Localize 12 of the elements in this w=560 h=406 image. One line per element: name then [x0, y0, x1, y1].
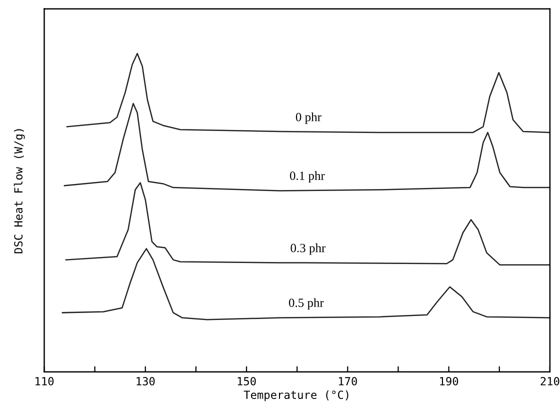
series-label: 0.3 phr [290, 243, 326, 255]
x-tick-label: 170 [338, 377, 357, 386]
x-tick-label: 130 [136, 377, 155, 386]
series-label: 0.1 phr [290, 171, 325, 183]
x-tick-label: 110 [36, 377, 54, 386]
series-label: 0 phr [296, 112, 322, 124]
series-label: 0.5 phr [288, 298, 324, 310]
y-axis-title: DSC Heat Flow (W/g) [14, 129, 25, 254]
x-tick-label: 150 [238, 377, 256, 386]
x-tick-label: 210 [540, 377, 560, 386]
x-axis-title: Temperature (°C) [244, 390, 348, 402]
x-tick-label: 190 [440, 377, 458, 386]
